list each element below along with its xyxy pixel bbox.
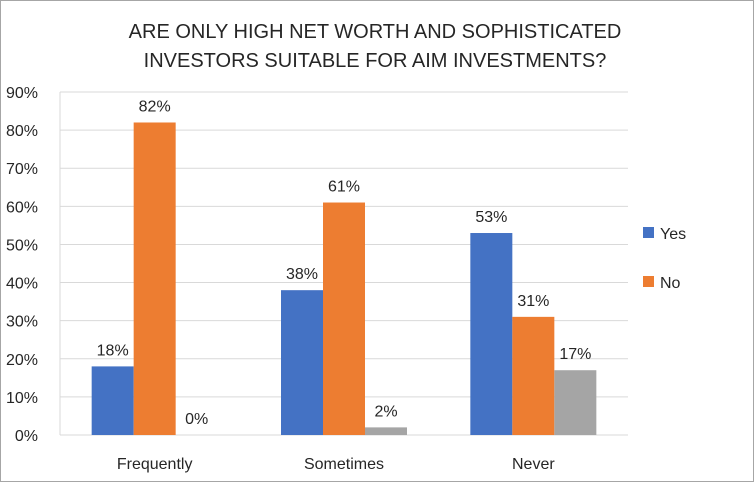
y-tick-label: 80% xyxy=(6,123,38,140)
bar xyxy=(554,370,597,435)
bar xyxy=(281,290,323,435)
data-label: 31% xyxy=(517,293,549,310)
chart-title: ARE ONLY HIGH NET WORTH AND SOPHISTICATE… xyxy=(60,18,690,76)
bar xyxy=(323,202,365,435)
x-tick-label: Frequently xyxy=(117,456,193,473)
data-label: 38% xyxy=(286,266,318,283)
bar xyxy=(512,316,555,435)
x-tick-label: Never xyxy=(512,456,555,473)
data-label: 18% xyxy=(97,342,129,359)
y-tick-label: 40% xyxy=(6,276,38,293)
y-tick-label: 0% xyxy=(15,428,38,445)
x-tick-label: Sometimes xyxy=(304,456,384,473)
chart-title-line-2: INVESTORS SUITABLE FOR AIM INVESTMENTS? xyxy=(143,50,607,72)
data-label: 0% xyxy=(185,411,208,428)
data-label: 61% xyxy=(328,179,360,196)
bar xyxy=(470,233,513,435)
y-tick-label: 50% xyxy=(6,237,38,254)
bar xyxy=(91,366,134,435)
y-tick-label: 70% xyxy=(6,161,38,178)
legend-label: No xyxy=(660,275,681,292)
y-tick-label: 60% xyxy=(6,199,38,216)
bar xyxy=(365,427,407,435)
chart-title-line-1: ARE ONLY HIGH NET WORTH AND SOPHISTICATE… xyxy=(128,21,622,43)
legend-swatch xyxy=(643,276,654,287)
bar xyxy=(133,122,176,435)
data-label: 17% xyxy=(559,346,591,363)
y-tick-label: 10% xyxy=(6,390,38,407)
data-label: 2% xyxy=(374,403,397,420)
legend-label: Yes xyxy=(660,226,686,243)
y-tick-label: 30% xyxy=(6,314,38,331)
data-label: 53% xyxy=(475,209,507,226)
data-label: 82% xyxy=(139,98,171,115)
y-tick-label: 90% xyxy=(6,85,38,102)
legend-swatch xyxy=(643,227,654,238)
y-tick-label: 20% xyxy=(6,352,38,369)
